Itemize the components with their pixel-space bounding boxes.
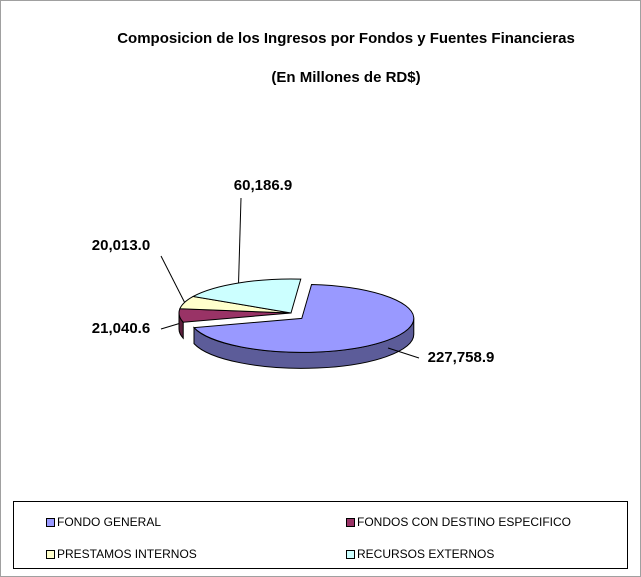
data-label: 227,758.9 xyxy=(428,349,495,366)
slice xyxy=(192,283,415,353)
slice xyxy=(191,278,302,314)
legend-swatch xyxy=(46,549,55,559)
chart-title: Composicion de los Ingresos por Fondos y… xyxy=(117,30,575,47)
legend-item: RECURSOS EXTERNOS xyxy=(346,538,640,570)
leader-line xyxy=(387,347,420,359)
legend-swatch xyxy=(346,549,355,559)
legend-swatch xyxy=(346,517,355,527)
leader-line xyxy=(238,197,242,283)
leader-line xyxy=(160,323,180,330)
legend-item: PRESTAMOS INTERNOS xyxy=(46,538,346,570)
data-label: 21,040.6 xyxy=(92,320,150,337)
leader-line xyxy=(160,255,186,303)
data-label: 20,013.0 xyxy=(92,237,150,254)
legend-item: FONDO GENERAL xyxy=(46,506,346,538)
legend-label: PRESTAMOS INTERNOS xyxy=(57,547,197,561)
legend-label: FONDOS CON DESTINO ESPECIFICO xyxy=(357,515,572,529)
legend-item: FONDOS CON DESTINO ESPECIFICO xyxy=(346,506,640,538)
legend-label: RECURSOS EXTERNOS xyxy=(357,547,495,561)
data-label: 60,186.9 xyxy=(234,177,292,194)
chart-subtitle: (En Millones de RD$) xyxy=(271,69,421,86)
pie-plot: 227,758.9 21,040.6 20,013.0 60,186.9 xyxy=(92,177,495,369)
legend-swatch xyxy=(46,517,55,527)
legend-label: FONDO GENERAL xyxy=(57,515,162,529)
legend: FONDO GENERAL FONDOS CON DESTINO ESPECIFI… xyxy=(13,501,628,569)
